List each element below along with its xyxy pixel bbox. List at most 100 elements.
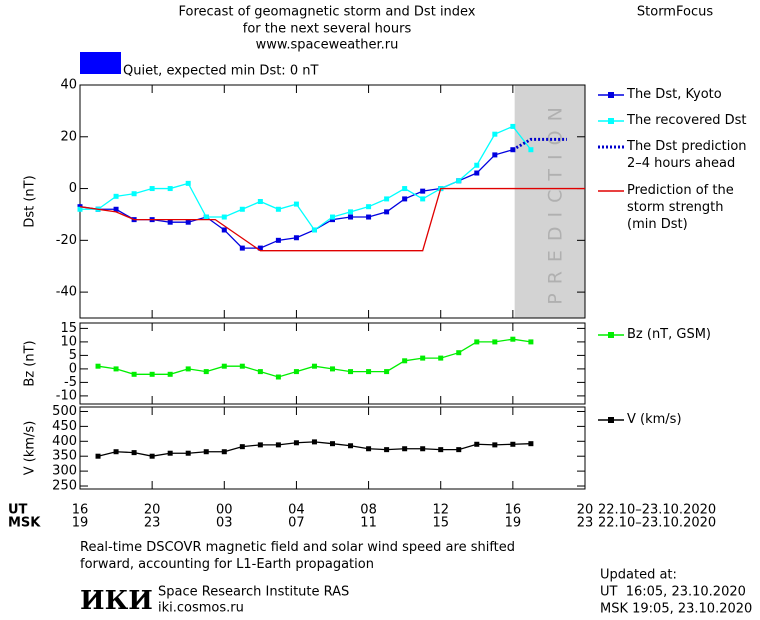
legend-marker (608, 332, 614, 338)
y-tick-label: 450 (52, 419, 77, 434)
data-point (492, 339, 498, 345)
data-point (113, 206, 119, 212)
data-point (167, 219, 173, 225)
plot-frame (79, 84, 586, 319)
data-point (384, 369, 390, 375)
data-point (149, 186, 155, 192)
data-point (456, 447, 462, 453)
y-tick-label: 0 (69, 361, 77, 376)
data-point (293, 235, 299, 241)
site: iki.cosmos.ru (158, 601, 244, 616)
data-point (185, 450, 191, 456)
title-line: Forecast of geomagnetic storm and Dst in… (178, 5, 475, 20)
data-point (257, 442, 263, 448)
data-point (293, 440, 299, 446)
data-point (113, 449, 119, 455)
data-point (402, 186, 408, 192)
y-tick-label: 40 (60, 78, 77, 93)
prediction-label: PREDICTION (544, 98, 566, 305)
x-tick-label: 11 (360, 516, 377, 531)
y-tick-label: 250 (52, 479, 77, 494)
data-point (185, 180, 191, 186)
data-point (456, 350, 462, 356)
y-tick-label: 350 (52, 449, 77, 464)
legend-label: The Dst prediction 2–4 hours ahead (627, 139, 747, 171)
data-point (203, 449, 209, 455)
series-line (79, 187, 585, 252)
data-point (384, 209, 390, 215)
data-point (384, 196, 390, 202)
legend-marker (608, 417, 614, 423)
y-tick-label: 300 (52, 464, 77, 479)
data-point (221, 363, 227, 369)
y-tick-label: 0 (69, 181, 77, 196)
plot-frame (79, 322, 586, 405)
institute: Space Research Institute RAS (158, 585, 349, 600)
data-point (420, 188, 426, 194)
data-point (113, 193, 119, 199)
data-point (203, 214, 209, 220)
legend-label: The recovered Dst (627, 113, 747, 128)
series-line (80, 125, 532, 231)
data-point (167, 450, 173, 456)
x-tick-label: 04 (288, 503, 305, 518)
data-point (366, 204, 372, 210)
y-tick-label: 10 (60, 334, 77, 349)
x-tick-label: 23 (577, 516, 594, 531)
data-point (402, 358, 408, 364)
x-tick-label: 07 (288, 516, 305, 531)
data-point (95, 453, 101, 459)
plot-frame (79, 406, 586, 490)
x-tick-label: 12 (432, 503, 449, 518)
data-point (311, 439, 317, 445)
data-point (402, 196, 408, 202)
y-axis-label: Dst (nT) (23, 175, 38, 227)
data-point (149, 371, 155, 377)
series-line (79, 149, 514, 249)
data-point (438, 447, 444, 453)
data-point (293, 369, 299, 375)
series-line (97, 338, 531, 378)
y-tick-label: 15 (60, 321, 77, 336)
legend-label: V (km/s) (627, 412, 682, 427)
y-axis-label: Bz (nT) (23, 340, 38, 386)
footer-note: Real-time DSCOVR magnetic field and sola… (80, 540, 516, 572)
data-point (492, 442, 498, 448)
data-point (275, 442, 281, 448)
data-point (438, 355, 444, 361)
data-point (330, 441, 335, 447)
title-line: for the next several hours (243, 22, 412, 37)
data-point (348, 214, 354, 220)
data-point (510, 441, 516, 447)
x-tick-label: 00 (216, 503, 233, 518)
data-point (257, 369, 263, 375)
data-point (239, 444, 245, 450)
x-row-label: MSK (8, 516, 41, 531)
x-tick-label: 03 (216, 516, 233, 531)
data-point (492, 152, 498, 158)
legend-marker (608, 118, 614, 124)
logo: ИКИ (80, 586, 153, 616)
data-point (257, 245, 263, 251)
x-date-label: 22.10–23.10.2020 (598, 503, 716, 518)
data-point (131, 371, 137, 377)
y-tick-label: -20 (56, 233, 77, 248)
legend-label: The Dst, Kyoto (627, 87, 722, 102)
data-point (510, 123, 516, 129)
x-row-label: UT (8, 503, 28, 518)
x-tick-label: 20 (144, 503, 161, 518)
data-point (293, 201, 299, 207)
y-tick-label: -40 (56, 285, 77, 300)
data-point (131, 191, 137, 197)
y-tick-label: 20 (60, 129, 77, 144)
y-tick-label: 5 (69, 348, 77, 363)
data-point (420, 355, 426, 361)
data-point (366, 369, 372, 375)
legend-label: Prediction of the storm strength (min Ds… (627, 183, 734, 232)
data-point (348, 369, 354, 375)
data-point (275, 374, 281, 380)
data-point (167, 186, 173, 192)
data-point (474, 162, 480, 168)
data-point (221, 214, 227, 220)
